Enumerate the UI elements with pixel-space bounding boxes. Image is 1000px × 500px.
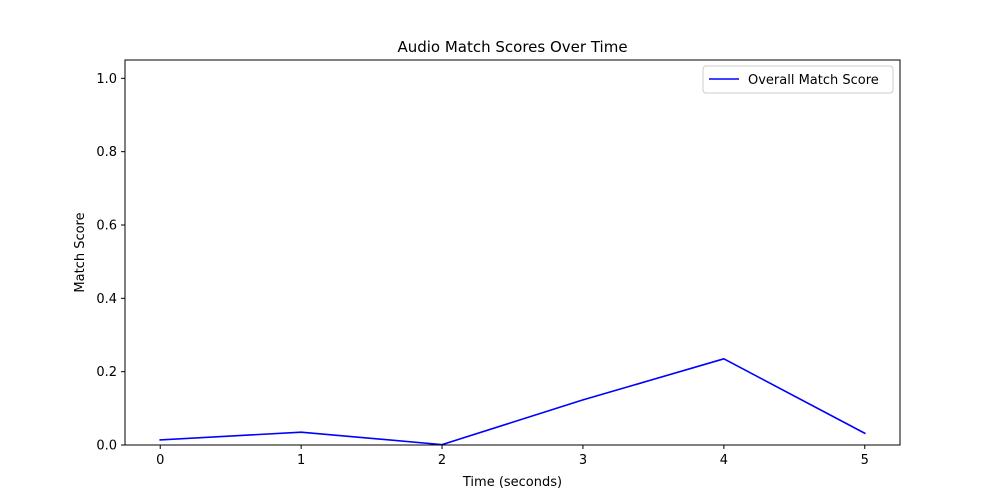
y-tick-label: 0.4	[96, 292, 117, 307]
plot-frame	[124, 59, 901, 446]
legend-label: Overall Match Score	[748, 73, 879, 88]
y-axis-label: Match Score	[73, 212, 88, 292]
y-tick-label: 0.8	[96, 145, 117, 160]
legend: Overall Match Score	[702, 65, 894, 94]
y-tick-label: 1.0	[96, 72, 117, 87]
x-tick-label: 0	[156, 453, 164, 468]
y-tick-label: 0.6	[96, 219, 117, 234]
x-axis-label: Time (seconds)	[462, 475, 562, 490]
series-line-0	[159, 358, 866, 446]
x-axis-ticks: 0 1 2 3 4 5	[156, 445, 869, 468]
x-tick-label: 3	[579, 453, 587, 468]
y-tick-label: 0.0	[96, 439, 117, 454]
y-axis-ticks: 0.0 0.2 0.4 0.6 0.8 1.0	[96, 72, 125, 454]
x-tick-label: 4	[720, 453, 728, 468]
chart-title: Audio Match Scores Over Time	[397, 38, 627, 56]
series-layer	[159, 358, 866, 446]
x-tick-label: 5	[861, 453, 869, 468]
x-tick-label: 2	[438, 453, 446, 468]
x-tick-label: 1	[297, 453, 305, 468]
legend-box	[702, 65, 894, 94]
y-tick-label: 0.2	[96, 365, 117, 380]
